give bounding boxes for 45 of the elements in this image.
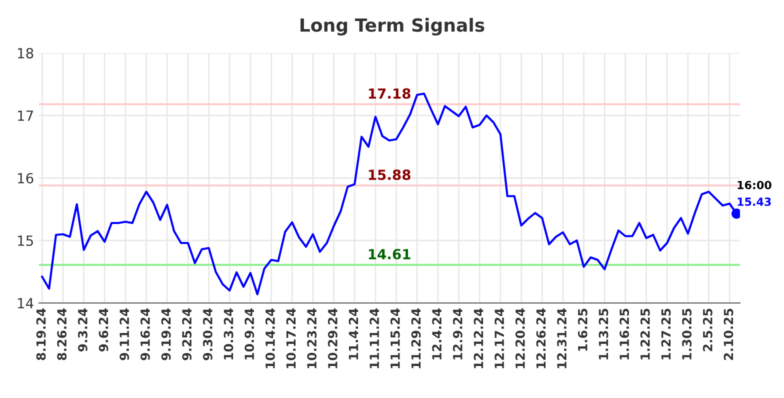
x-tick-label: 9.6.24 bbox=[98, 308, 108, 352]
x-tick-label: 1.13.25 bbox=[598, 308, 608, 360]
x-tick-label: 1.27.25 bbox=[661, 308, 671, 360]
x-tick-label: 9.11.24 bbox=[120, 308, 130, 360]
annotation: 16:00 bbox=[738, 180, 772, 190]
y-tick-label: 17 bbox=[18, 110, 33, 121]
ref-line-label: 15.88 bbox=[368, 170, 410, 180]
annotation: 15.43 bbox=[738, 198, 771, 206]
x-tick-label: 12.9.24 bbox=[452, 308, 462, 360]
y-tick-label: 15 bbox=[18, 236, 33, 246]
x-tick-label: 12.4.24 bbox=[432, 308, 442, 360]
x-tick-label: 12.26.24 bbox=[536, 308, 546, 368]
x-tick-label: 9.19.24 bbox=[161, 308, 171, 360]
x-tick-label: 2.10.25 bbox=[724, 308, 734, 360]
x-tick-label: 11.11.24 bbox=[370, 308, 379, 368]
x-tick-label: 8.26.24 bbox=[57, 308, 67, 360]
x-tick-label: 9.25.24 bbox=[182, 308, 192, 360]
y-tick-label: 16 bbox=[18, 172, 34, 184]
x-tick-label: 11.29.24 bbox=[411, 308, 421, 368]
x-tick-label: 10.9.24 bbox=[244, 308, 254, 360]
x-tick-label: 12.20.24 bbox=[515, 308, 525, 368]
x-tick-label: 10.29.24 bbox=[328, 308, 338, 368]
chart-title: Long Term Signals bbox=[300, 18, 484, 36]
x-tick-label: 10.17.24 bbox=[286, 308, 296, 368]
x-tick-label: 8.19.24 bbox=[36, 308, 46, 360]
x-tick-label: 10.23.24 bbox=[307, 308, 317, 368]
y-tick-label: 14 bbox=[18, 298, 34, 308]
x-tick-label: 9.30.24 bbox=[202, 308, 212, 360]
x-tick-label: 12.31.24 bbox=[557, 308, 567, 368]
x-tick-label: 1.22.25 bbox=[640, 308, 650, 360]
x-tick-label: 9.16.24 bbox=[140, 308, 150, 360]
x-tick-label: 12.17.24 bbox=[494, 308, 504, 368]
x-tick-label: 10.3.24 bbox=[224, 308, 234, 360]
ref-line-label: 14.61 bbox=[368, 248, 410, 260]
x-tick-label: 10.14.24 bbox=[265, 308, 275, 368]
x-tick-label: 1.30.25 bbox=[682, 308, 692, 360]
x-tick-label: 1.16.25 bbox=[620, 308, 630, 360]
x-tick-label: 9.3.24 bbox=[78, 308, 88, 352]
y-tick-label: 18 bbox=[18, 48, 34, 58]
x-tick-label: 11.4.24 bbox=[348, 308, 358, 360]
x-tick-label: 11.15.24 bbox=[390, 308, 400, 368]
x-tick-label: 1.6.25 bbox=[578, 308, 588, 351]
ref-line-label: 17.18 bbox=[368, 88, 410, 99]
x-tick-label: 12.12.24 bbox=[474, 308, 484, 368]
x-tick-label: 2.5.25 bbox=[702, 308, 712, 352]
